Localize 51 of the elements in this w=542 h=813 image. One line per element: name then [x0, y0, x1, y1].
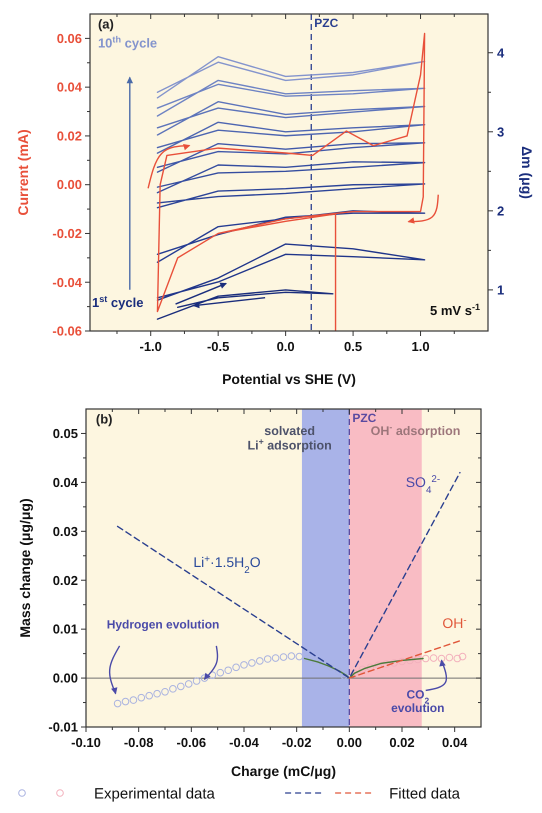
y-tick-label: 0.04: [56, 80, 83, 95]
annotation: (b): [96, 411, 112, 426]
annotation: 5 mV s$^{-1}$: [430, 302, 480, 318]
annotation: 10$^{th}$ cycle: [98, 34, 158, 50]
y-axis-title: Mass change (μg/μg): [17, 498, 33, 638]
y-tick-label: 0.03: [52, 524, 78, 539]
x-axis-title: Charge (mC/μg): [230, 763, 336, 779]
x-tick-label: -0.02: [282, 735, 312, 750]
x-axis-title: Potential vs SHE (V): [222, 371, 356, 387]
y-tick-label: 0.02: [52, 572, 78, 588]
annotation: Hydrogen evolution: [106, 617, 220, 632]
x-tick-label: 0.02: [389, 735, 415, 750]
y2-tick-label: 3: [497, 124, 504, 140]
y-tick-label: -0.02: [52, 226, 82, 242]
y2-tick-label: 1: [497, 282, 504, 298]
y-tick-label: 0.00: [56, 177, 82, 192]
y-axis-title: Current (mA): [15, 129, 31, 216]
legend-label: Experimental data: [94, 785, 216, 802]
annotation: OH$^{-}$: [442, 614, 467, 632]
annotation: (a): [98, 16, 114, 32]
x-tick-label: 0.00: [336, 735, 362, 750]
y-tick-label: 0.00: [52, 670, 78, 686]
x-tick-label: -0.10: [71, 735, 101, 750]
x-tick-label: 0.5: [344, 339, 362, 354]
x-tick-label: 0.04: [442, 735, 468, 750]
band-label: solvated Li$^{+}$ adsorption: [247, 424, 332, 452]
y-tick-label: -0.04: [52, 274, 83, 290]
y-tick-label: 0.04: [52, 474, 79, 490]
y-tick-label: 0.05: [52, 426, 78, 442]
annotation: Li$^{+}$·1.5H$_{2}$O: [193, 554, 261, 576]
x-tick-label: -0.06: [176, 735, 206, 750]
x-tick-label: 1.0: [412, 339, 430, 354]
y-tick-label: -0.06: [52, 324, 82, 339]
ref-line-label: PZC: [352, 411, 377, 425]
band-label: OH$^{-}$ adsorption: [370, 422, 460, 438]
x-tick-label: -0.5: [206, 339, 230, 354]
y2-tick-label: 4: [497, 45, 505, 60]
y2-tick-label: 2: [497, 203, 504, 218]
x-tick-label: -1.0: [140, 339, 162, 354]
y-tick-label: 0.02: [56, 128, 82, 144]
x-tick-label: -0.08: [124, 735, 154, 750]
y-tick-label: 0.01: [52, 622, 78, 637]
x-tick-label: -0.04: [229, 735, 260, 750]
ref-line-label: PZC: [314, 16, 339, 30]
annotation: CO$_{2}$ evolution: [391, 687, 444, 716]
y-tick-label: -0.01: [48, 720, 78, 735]
legend-label: Fitted data: [389, 785, 461, 802]
y-tick-label: 0.06: [56, 30, 82, 46]
x-tick-label: 0.0: [276, 339, 295, 354]
annotation: 1$^{st}$ cycle: [92, 294, 144, 310]
y2-axis-title: Δm (μg): [519, 146, 535, 199]
